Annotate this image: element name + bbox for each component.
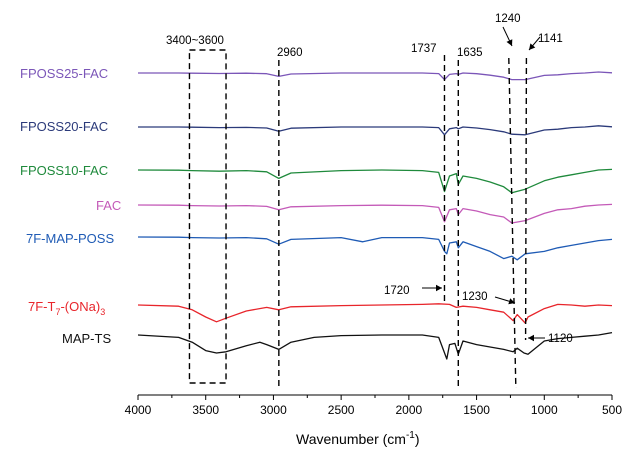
series-label-7f-t7-ona3: 7F-T7-(ONa)3 [28,299,105,317]
annotation-box-label: 3400~3600 [166,35,224,47]
annotation-1141: 1141 [538,33,563,45]
annotation-1240: 1240 [495,13,521,25]
x-tick-label-3000: 3000 [260,403,287,417]
series-label-7f-map-poss: 7F-MAP-POSS [26,231,114,246]
series-label-fac: FAC [96,198,121,213]
x-tick-label-2500: 2500 [328,403,355,417]
x-axis-title: Wavenumber (cm-1) [296,430,420,447]
annotation-group [188,26,545,389]
series-line-7f-t7-ona-3 [137,303,613,324]
series-line-fac [137,203,613,224]
x-tick-label-2000: 2000 [396,403,423,417]
label-middle: -(ONa) [60,299,100,314]
label-prefix: 7F-T [28,299,56,314]
annotation-1737: 1737 [411,43,437,55]
arrow-1141-head [529,43,536,50]
series-line-fposs20-fac [138,125,613,136]
annotation-1720: 1720 [384,285,410,297]
x-tick-label-500: 500 [602,403,622,417]
x-tick-label-3500: 3500 [192,403,219,417]
series-label-fposs20: FPOSS20-FAC [20,119,108,134]
x-tick-label-1500: 1500 [463,403,490,417]
arrow-1120-head [528,334,534,342]
series-labels: FPOSS25-FAC FPOSS20-FAC FPOSS10-FAC FAC … [20,66,121,346]
annotation-1635: 1635 [457,47,483,59]
x-axis: 4000 3500 3000 2500 2000 1500 1000 500 [125,394,622,417]
label-sub1: 7 [55,307,60,317]
series-label-fposs25: FPOSS25-FAC [20,66,108,81]
annotation-1230: 1230 [462,291,488,303]
label-sub2: 3 [100,307,105,317]
x-axis-title-sup: -1 [406,430,415,441]
x-axis-title-main: Wavenumber (cm [296,431,406,447]
x-tick-label-1000: 1000 [531,403,558,417]
series-line-fposs10-fac [137,168,613,194]
annotation-labels: 3400~3600 2960 1737 1635 1240 1141 1720 … [166,13,573,345]
series-group [137,71,613,360]
annotation-line-1141 [524,57,528,341]
series-line-map-ts [137,331,613,360]
annotation-2960: 2960 [277,47,303,59]
arrow-1230-head [508,298,515,305]
arrow-1240-head [506,39,513,46]
annotation-box-3400-3600 [188,49,227,384]
series-label-fposs10: FPOSS10-FAC [20,163,108,178]
annotation-1120: 1120 [548,333,573,345]
annotation-line-1240 [508,57,517,389]
x-tick-label-4000: 4000 [125,403,152,417]
series-line-fposs25-fac [138,71,613,81]
arrow-1720-head [436,284,442,292]
series-label-map-ts: MAP-TS [62,331,111,346]
x-axis-title-end: ) [415,431,420,447]
series-line-7f-map-poss [137,236,613,261]
